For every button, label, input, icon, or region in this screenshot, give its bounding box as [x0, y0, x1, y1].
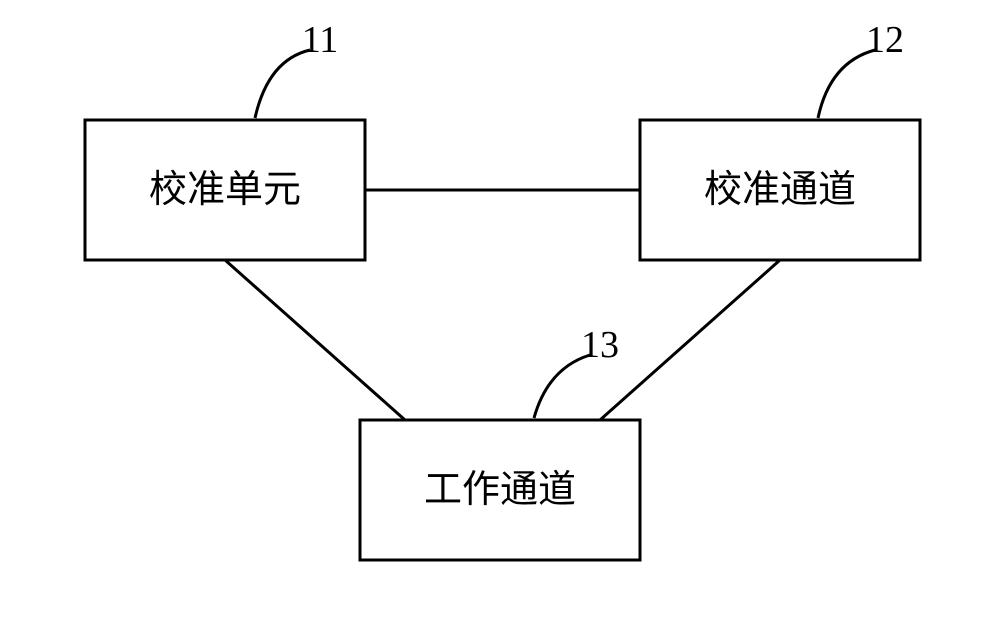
node-label-calib_unit: 校准单元	[149, 169, 301, 211]
node-label-calib_channel: 校准通道	[704, 169, 856, 211]
node-label-work_channel: 工作通道	[424, 469, 576, 511]
node-work_channel: 工作通道 13	[360, 324, 640, 560]
node-number-calib_unit: 11	[302, 19, 339, 61]
node-number-work_channel: 13	[581, 324, 619, 366]
node-number-calib_channel: 12	[866, 19, 904, 61]
edge-calib_channel-work_channel	[600, 260, 780, 420]
node-calib_unit: 校准单元 11	[85, 19, 365, 260]
edge-calib_unit-work_channel	[225, 260, 405, 420]
node-calib_channel: 校准通道 12	[640, 19, 920, 260]
